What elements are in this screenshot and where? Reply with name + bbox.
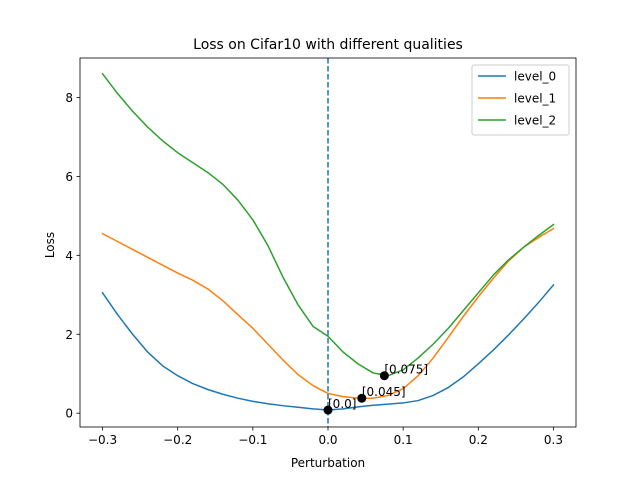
legend-label-level_2: level_2 [514,114,556,128]
y-tick-label-1: 2 [65,328,73,342]
chart-title: Loss on Cifar10 with different qualities [193,37,463,53]
x-tick-label-3: 0.0 [318,433,337,447]
annotation-label-1: [0.045] [362,385,406,399]
legend-box [471,64,570,136]
y-tick-label-4: 8 [65,91,73,105]
annotation-label-2: [0.075] [384,363,428,377]
annotation-marker-0 [323,405,333,415]
series-line-level_2 [101,72,555,377]
legend-label-level_1: level_1 [514,92,556,106]
annotation-marker-1 [357,393,367,403]
plot-layer: [0.0] [0.045] [0.075] −0.3 −0.2 −0.1 0.0 0.1 0.2… [65,57,577,447]
y-axis-label: Loss [43,232,57,258]
legend-label-level_0: level_0 [514,70,556,84]
x-axis-label: Perturbation [291,456,365,470]
y-tick-label-3: 6 [65,170,73,184]
x-tick-label-6: 0.3 [544,433,563,447]
annotation-label-0: [0.0] [328,397,356,411]
x-tick-label-2: −0.1 [238,433,267,447]
x-tick-label-1: −0.2 [163,433,192,447]
x-tick-label-5: 0.2 [469,433,488,447]
x-tick-label-4: 0.1 [394,433,413,447]
series-line-level_1 [101,227,555,399]
y-tick-label-0: 0 [65,407,73,421]
x-tick-label-0: −0.3 [88,433,117,447]
annotation-marker-2 [379,371,389,381]
y-tick-label-2: 4 [65,249,73,263]
